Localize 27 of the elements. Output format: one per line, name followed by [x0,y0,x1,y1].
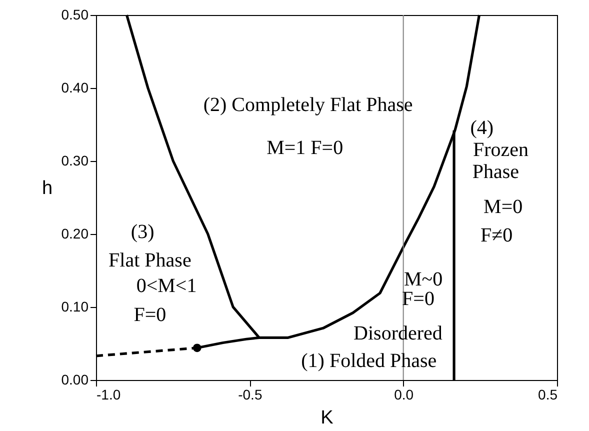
annotation: F=0 [134,304,166,326]
annotation: (2) Completely Flat Phase [203,94,413,116]
annotation: (1) Folded Phase [301,350,437,372]
annotation: 0<M<1 [136,274,197,297]
annotation: Disordered [354,322,442,344]
annotation: (3) [130,220,154,243]
annotation: M~0 [404,268,443,290]
annotation: Flat Phase [108,249,192,272]
x-axis-title: K [320,408,334,428]
y-tick-label: 0.50 [61,6,89,22]
annotation: M=0 [484,196,523,218]
annotation: M=1 F=0 [266,136,344,159]
y-tick-label: 0.00 [61,372,89,388]
x-tick-label: 0.0 [394,386,414,402]
annotation: Frozen [472,139,529,162]
y-tick-label: 0.20 [61,226,89,242]
annotation: F=0 [402,288,434,310]
y-axis-title: h [42,178,53,199]
x-tick-label: -0.5 [238,386,262,402]
y-tick-label: 0.10 [61,298,89,314]
y-tick-label: 0.30 [61,152,89,168]
annotation: Phase [472,160,520,183]
x-tick-label: -1.0 [96,386,121,402]
annotation: (4) [470,117,494,140]
y-tick-label: 0.40 [61,80,89,96]
x-tick-label: 0.5 [538,386,558,402]
annotation: F≠0 [480,224,513,246]
